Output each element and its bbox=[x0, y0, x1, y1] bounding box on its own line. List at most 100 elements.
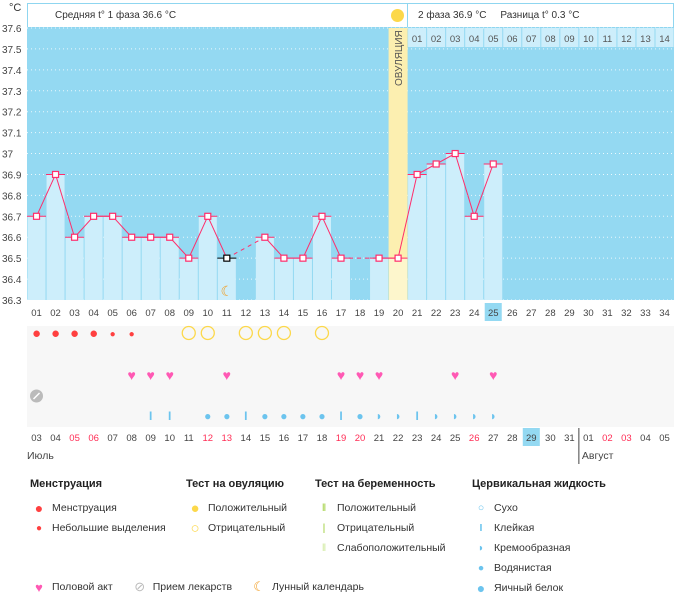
temperature-point bbox=[70, 233, 79, 241]
date-label: 24 bbox=[431, 433, 442, 444]
date-label: 31 bbox=[564, 433, 575, 444]
legend-fluid: Цервикальная жидкость ○ Сухо I Клейкая ◗ Кр… bbox=[472, 478, 606, 598]
legend-item: Слабоположительный bbox=[337, 542, 446, 554]
heart-icon: ♥ bbox=[35, 579, 43, 595]
temperature-point bbox=[90, 212, 98, 220]
pill-icon-stroke bbox=[32, 392, 41, 400]
cycle-day-label: 05 bbox=[107, 308, 118, 319]
dry-icon: ○ bbox=[477, 502, 485, 514]
fluid-creamy-icon: ◗ bbox=[394, 409, 401, 423]
legend-item: Положительный bbox=[337, 502, 417, 514]
diff-value: 0.3 °C bbox=[551, 10, 580, 21]
temperature-point bbox=[32, 212, 41, 220]
y-tick-label: 37.2 bbox=[2, 108, 22, 119]
negative-circle-icon: ○ bbox=[190, 519, 200, 537]
ovulation-test-negative-icon bbox=[181, 325, 196, 341]
unit-label: °C bbox=[9, 2, 22, 14]
phase2-day-cell bbox=[446, 28, 465, 47]
heart-icon: ♥ bbox=[489, 367, 497, 383]
phase2-day-cell bbox=[617, 28, 636, 47]
legend-item: Прием лекарств bbox=[152, 581, 233, 593]
today-highlight bbox=[522, 428, 540, 446]
cycle-day-label: 19 bbox=[374, 308, 385, 319]
cycle-day-label: 10 bbox=[202, 308, 213, 319]
heart-icon: ♥ bbox=[451, 367, 459, 383]
date-label: 27 bbox=[488, 433, 499, 444]
date-label: 16 bbox=[279, 433, 290, 444]
y-tick-label: 37.5 bbox=[2, 45, 22, 56]
date-label: 15 bbox=[260, 433, 271, 444]
phase2-day-label: 11 bbox=[602, 34, 612, 45]
phase2-day-label: 13 bbox=[640, 34, 651, 45]
y-tick-label: 37.6 bbox=[2, 24, 22, 35]
sun-icon bbox=[391, 9, 404, 22]
cycle-day-label: 31 bbox=[602, 308, 613, 319]
date-label: 01 bbox=[583, 433, 594, 444]
cycle-day-label: 22 bbox=[431, 308, 442, 319]
fluid-watery-icon: ● bbox=[318, 409, 325, 423]
phase2-day-cell bbox=[522, 28, 541, 47]
fluid-watery-icon: ● bbox=[299, 409, 306, 423]
legend-other: ♥ Половой акт ⊘ Прием лекарств ☾ Лунный кал… bbox=[30, 577, 364, 597]
cycle-day-label: 26 bbox=[507, 308, 518, 319]
temperature-line bbox=[188, 216, 209, 259]
phase2-day-label: 10 bbox=[583, 34, 594, 45]
creamy-icon: ◗ bbox=[477, 542, 485, 554]
egg-white-icon: ● bbox=[476, 580, 486, 596]
y-tick-label: 36.6 bbox=[2, 233, 22, 244]
cycle-day-label: 34 bbox=[659, 308, 670, 319]
sticky-icon: I bbox=[479, 522, 483, 534]
heart-icon: ♥ bbox=[147, 367, 155, 383]
temperature-bar bbox=[255, 237, 274, 300]
temperature-bar bbox=[141, 237, 160, 300]
y-tick-label: 36.7 bbox=[2, 212, 22, 223]
negative-bar-icon: | bbox=[322, 522, 326, 534]
menstruation-drop-icon: ● bbox=[110, 329, 116, 340]
temperature-line bbox=[207, 216, 228, 259]
cycle-day-label: 08 bbox=[164, 308, 175, 319]
temperature-bar bbox=[293, 258, 312, 300]
temperature-bar bbox=[465, 216, 484, 300]
phase2-day-cell bbox=[636, 28, 655, 47]
date-label: 03 bbox=[31, 433, 42, 444]
ovulation-test-negative-icon bbox=[200, 325, 215, 341]
temperature-bar bbox=[103, 216, 122, 300]
date-label: 17 bbox=[298, 433, 309, 444]
legend-title: Тест на овуляцию bbox=[186, 478, 285, 490]
date-label: 28 bbox=[507, 433, 518, 444]
cycle-day-label: 25 bbox=[488, 308, 499, 319]
fluid-sticky-icon: I bbox=[415, 409, 418, 423]
temperature-point bbox=[318, 212, 326, 220]
legend-item: Кремообразная bbox=[494, 542, 571, 554]
temperature-point bbox=[147, 233, 155, 241]
temperature-line bbox=[321, 216, 342, 259]
phase2-day-cell bbox=[655, 28, 674, 47]
temperature-bar bbox=[160, 237, 179, 300]
legend-item: Яичный белок bbox=[494, 582, 564, 594]
temperature-point bbox=[489, 160, 497, 168]
cycle-day-label: 28 bbox=[545, 308, 556, 319]
phase2-day-label: 08 bbox=[545, 34, 556, 45]
cycle-day-label: 02 bbox=[50, 308, 61, 319]
heart-icon: ♥ bbox=[223, 367, 231, 383]
legend-title: Цервикальная жидкость bbox=[472, 478, 606, 490]
heart-icon: ♥ bbox=[166, 367, 174, 383]
ovulation-column bbox=[388, 28, 408, 300]
temperature-bar bbox=[65, 237, 84, 300]
month-label: Август bbox=[582, 450, 614, 462]
temperature-bar bbox=[370, 258, 389, 300]
cycle-day-label: 03 bbox=[69, 308, 80, 319]
fluid-watery-icon: ● bbox=[223, 409, 230, 423]
temperature-point bbox=[451, 149, 459, 158]
legend-item: Водянистая bbox=[494, 562, 552, 574]
temperature-bar bbox=[46, 174, 65, 300]
date-label: 11 bbox=[184, 433, 194, 444]
date-label: 30 bbox=[545, 433, 556, 444]
cycle-day-label: 30 bbox=[583, 308, 594, 319]
temperature-point bbox=[51, 170, 60, 179]
temperature-bar bbox=[331, 258, 351, 300]
fluid-sticky-icon: I bbox=[168, 409, 171, 423]
date-label: 05 bbox=[69, 433, 80, 444]
small-drop-icon: ● bbox=[35, 522, 43, 534]
temperature-line bbox=[397, 174, 418, 259]
